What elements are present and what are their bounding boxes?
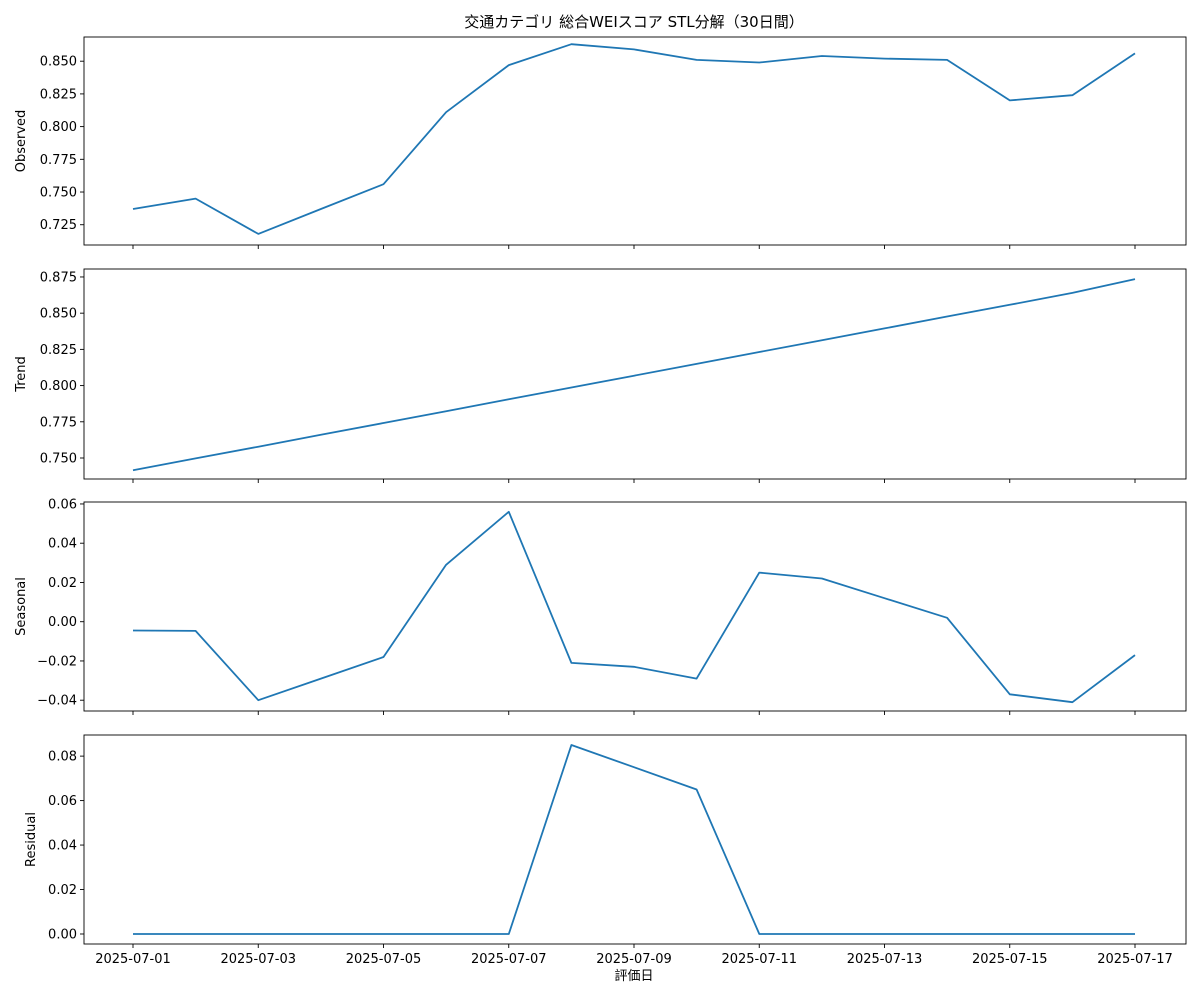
panel-seasonal: −0.04 −0.02 0.00 0.02 0.04 0.06 Seasonal <box>14 497 1187 715</box>
x-tick-label: 2025-07-03 <box>220 952 296 967</box>
x-tick-label: 2025-07-13 <box>847 952 923 967</box>
x-tick-label: 2025-07-01 <box>95 952 171 967</box>
x-tick-label: 2025-07-17 <box>1097 952 1173 967</box>
y-tick-label: 0.04 <box>48 537 77 552</box>
x-tick-label: 2025-07-15 <box>972 952 1048 967</box>
panel-frame <box>83 734 1187 945</box>
y-tick-label: 0.850 <box>40 55 77 70</box>
y-tick-label: 0.02 <box>48 576 77 591</box>
series-line-residual <box>133 744 1135 935</box>
y-tick-label: 0.04 <box>48 839 77 854</box>
y-tick-label: 0.06 <box>48 794 77 809</box>
y-tick-label: 0.725 <box>40 218 77 233</box>
panel-frame <box>83 36 1187 246</box>
y-tick-label: 0.825 <box>40 87 77 102</box>
y-axis-label: Residual <box>24 812 39 867</box>
series-line-trend <box>132 278 1136 472</box>
y-tick-label: 0.00 <box>48 615 77 630</box>
panel-trend: 0.750 0.775 0.800 0.825 0.850 0.875 Trend <box>14 268 1187 483</box>
y-tick-label: 0.08 <box>48 750 77 765</box>
panel-frame <box>83 501 1187 712</box>
y-tick-label: 0.875 <box>40 270 77 285</box>
y-tick-label: 0.02 <box>48 883 77 898</box>
x-tick-label: 2025-07-11 <box>721 952 797 967</box>
y-tick-label: 0.800 <box>40 120 77 135</box>
x-tick-label: 2025-07-07 <box>471 952 547 967</box>
y-tick-label: 0.825 <box>40 343 77 358</box>
panel-observed: 0.725 0.750 0.775 0.800 0.825 0.850 Observed <box>14 36 1187 249</box>
x-tick-label: 2025-07-05 <box>346 952 422 967</box>
y-tick-label: 0.850 <box>40 307 77 322</box>
y-tick-label: −0.02 <box>37 654 77 669</box>
panel-frame <box>83 268 1187 480</box>
x-axis-label: 評価日 <box>614 969 653 984</box>
y-tick-label: 0.06 <box>48 497 77 512</box>
y-tick-label: 0.775 <box>40 153 77 168</box>
panel-residual: 0.00 0.02 0.04 0.06 0.08 Residual 2025-07-01 20… <box>24 734 1187 967</box>
y-tick-label: 0.00 <box>48 927 77 942</box>
x-tick-label: 2025-07-09 <box>596 952 672 967</box>
y-tick-label: 0.800 <box>40 379 77 394</box>
series-line-seasonal <box>132 510 1136 704</box>
y-axis-label: Trend <box>14 356 29 393</box>
y-tick-label: −0.04 <box>37 694 77 709</box>
y-tick-label: 0.750 <box>40 452 77 467</box>
y-axis-label: Observed <box>14 110 29 173</box>
y-tick-label: 0.750 <box>40 186 77 201</box>
y-axis-label: Seasonal <box>14 577 29 636</box>
y-tick-label: 0.775 <box>40 415 77 430</box>
series-line-observed <box>132 43 1136 235</box>
chart-title: 交通カテゴリ 総合WEIスコア STL分解（30日間） <box>464 13 803 31</box>
